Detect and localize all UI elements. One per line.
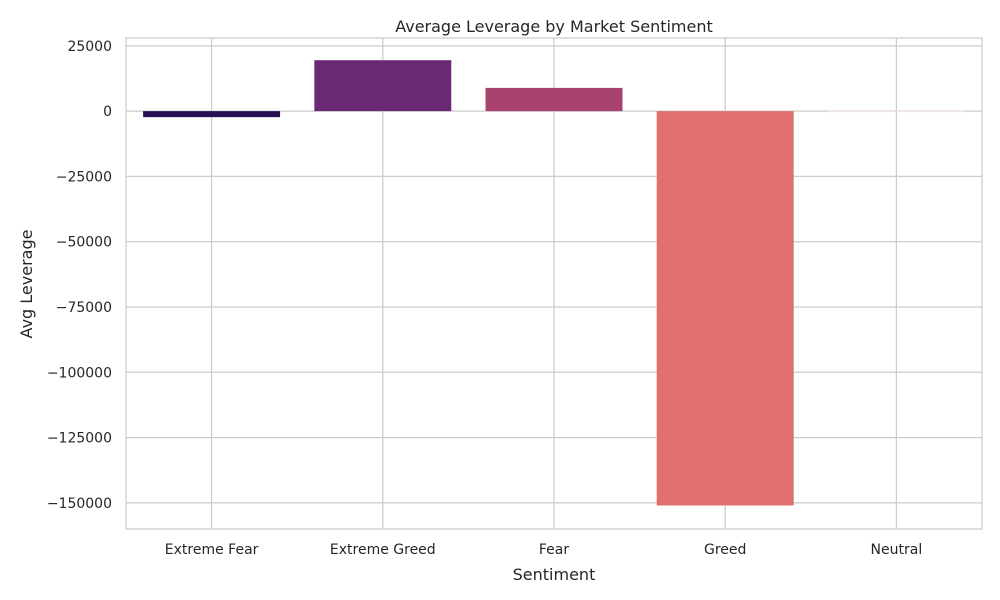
y-tick-labels: 25000 0 −25000 −50000 −75000 −100000 −125000 −1… xyxy=(47,39,112,512)
x-tick-label: Extreme Fear xyxy=(165,542,259,558)
bar-extreme-greed xyxy=(314,60,452,112)
y-tick-label: 0 xyxy=(103,104,112,120)
x-tick-label: Neutral xyxy=(871,542,923,558)
y-tick-label: −75000 xyxy=(56,300,112,316)
chart-title: Average Leverage by Market Sentiment xyxy=(395,17,713,36)
y-tick-label: 25000 xyxy=(67,39,112,55)
x-axis-label: Sentiment xyxy=(513,565,596,584)
plot-frame xyxy=(125,37,983,530)
bar-extreme-fear xyxy=(143,111,281,118)
y-tick-label: −100000 xyxy=(47,365,112,381)
x-tick-labels: Extreme Fear Extreme Greed Fear Greed Neutra… xyxy=(165,542,922,558)
bar-neutral xyxy=(827,111,965,113)
x-tick-label: Fear xyxy=(539,542,569,558)
y-tick-label: −50000 xyxy=(56,235,112,251)
bar-greed xyxy=(656,111,794,506)
y-tick-label: −125000 xyxy=(47,431,112,447)
y-tick-label: −25000 xyxy=(56,169,112,185)
y-axis-label: Avg Leverage xyxy=(17,230,36,339)
bar-fear xyxy=(485,87,623,112)
x-tick-label: Extreme Greed xyxy=(330,542,436,558)
x-tick-label: Greed xyxy=(704,542,746,558)
y-tick-label: −150000 xyxy=(47,496,112,512)
bars xyxy=(143,60,965,506)
